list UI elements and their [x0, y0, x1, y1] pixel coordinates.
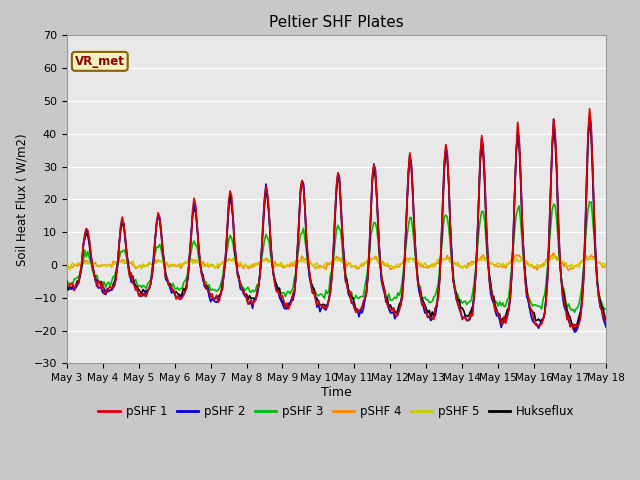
pSHF 3: [388, 298, 396, 303]
Hukseflux: [602, 320, 610, 326]
pSHF 5: [165, 264, 173, 269]
Hukseflux: [586, 116, 593, 122]
pSHF 2: [602, 324, 610, 330]
pSHF 2: [78, 262, 86, 267]
pSHF 2: [63, 284, 70, 290]
pSHF 5: [602, 264, 610, 270]
pSHF 4: [370, 255, 378, 261]
Line: pSHF 1: pSHF 1: [67, 109, 606, 330]
Legend: pSHF 1, pSHF 2, pSHF 3, pSHF 4, pSHF 5, Hukseflux: pSHF 1, pSHF 2, pSHF 3, pSHF 4, pSHF 5, …: [93, 401, 579, 423]
Line: pSHF 5: pSHF 5: [67, 256, 606, 270]
pSHF 3: [63, 278, 70, 284]
pSHF 5: [550, 253, 557, 259]
pSHF 3: [602, 306, 610, 312]
pSHF 4: [536, 264, 544, 270]
Line: pSHF 4: pSHF 4: [67, 253, 606, 270]
pSHF 4: [388, 266, 396, 272]
pSHF 2: [370, 161, 378, 167]
pSHF 2: [536, 321, 544, 327]
pSHF 3: [163, 275, 171, 281]
pSHF 4: [63, 264, 70, 270]
pSHF 2: [586, 113, 593, 119]
Hukseflux: [536, 318, 544, 324]
pSHF 5: [372, 255, 380, 261]
pSHF 1: [388, 308, 396, 314]
Hukseflux: [78, 264, 86, 269]
pSHF 1: [78, 260, 86, 265]
pSHF 1: [586, 106, 593, 112]
pSHF 4: [400, 258, 408, 264]
pSHF 4: [602, 264, 610, 269]
Hukseflux: [571, 327, 579, 333]
X-axis label: Time: Time: [321, 386, 352, 399]
pSHF 1: [63, 279, 70, 285]
pSHF 1: [569, 327, 577, 333]
Hukseflux: [163, 276, 171, 282]
Title: Peltier SHF Plates: Peltier SHF Plates: [269, 15, 404, 30]
pSHF 5: [390, 265, 397, 271]
Hukseflux: [400, 271, 408, 277]
pSHF 3: [370, 220, 378, 226]
pSHF 3: [536, 304, 544, 310]
pSHF 2: [400, 271, 408, 277]
pSHF 5: [79, 261, 87, 266]
pSHF 5: [63, 262, 70, 268]
pSHF 4: [78, 261, 86, 267]
pSHF 4: [550, 250, 557, 256]
pSHF 3: [586, 199, 593, 205]
pSHF 3: [400, 264, 408, 269]
Y-axis label: Soil Heat Flux ( W/m2): Soil Heat Flux ( W/m2): [15, 133, 28, 265]
pSHF 3: [78, 264, 86, 269]
pSHF 5: [66, 267, 74, 273]
pSHF 5: [401, 259, 409, 265]
pSHF 1: [602, 320, 610, 326]
Line: pSHF 2: pSHF 2: [67, 116, 606, 332]
Hukseflux: [388, 307, 396, 312]
pSHF 5: [538, 262, 545, 268]
pSHF 2: [388, 310, 396, 316]
pSHF 1: [163, 275, 171, 281]
Hukseflux: [370, 163, 378, 169]
pSHF 2: [571, 329, 579, 335]
pSHF 4: [163, 262, 171, 267]
pSHF 1: [400, 273, 408, 278]
Text: VR_met: VR_met: [75, 55, 125, 68]
pSHF 1: [536, 323, 544, 328]
Line: Hukseflux: Hukseflux: [67, 119, 606, 330]
Line: pSHF 3: pSHF 3: [67, 202, 606, 312]
pSHF 1: [370, 162, 378, 168]
Hukseflux: [63, 284, 70, 289]
pSHF 4: [564, 267, 572, 273]
pSHF 3: [571, 310, 579, 315]
pSHF 2: [163, 278, 171, 284]
